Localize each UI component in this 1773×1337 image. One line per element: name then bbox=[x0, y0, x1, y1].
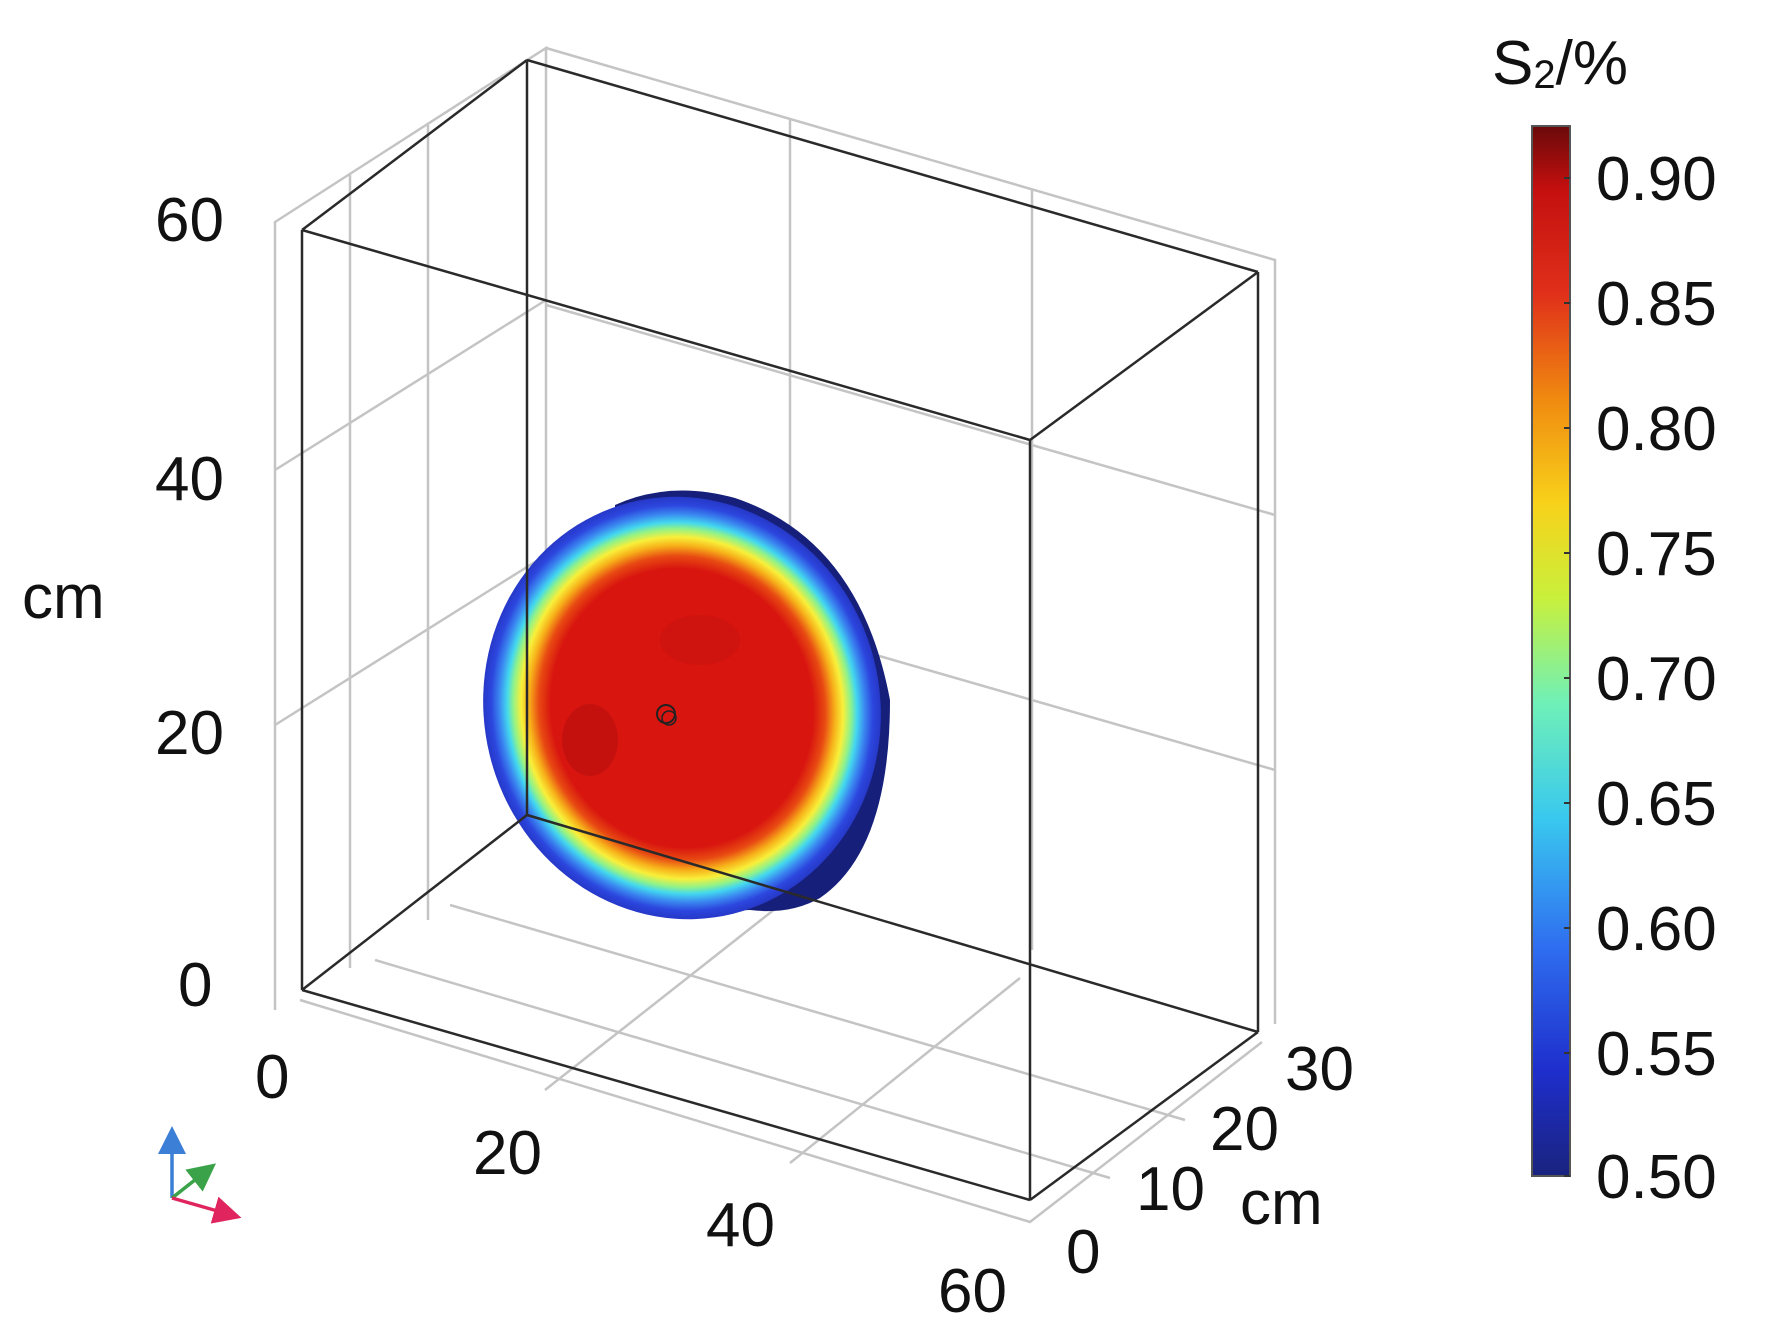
y-axis-label: cm bbox=[1240, 1169, 1323, 1238]
x-tick-label: 0 bbox=[255, 1043, 289, 1112]
colorbar-tick-label: 0.75 bbox=[1596, 520, 1717, 589]
y-tick-label: 30 bbox=[1285, 1035, 1354, 1104]
colorbar-title-unit: /% bbox=[1556, 29, 1628, 98]
y-axis: 0 10 20 30 cm bbox=[1066, 1035, 1354, 1287]
y-tick-label: 10 bbox=[1136, 1155, 1205, 1224]
colorbar-tick-label: 0.55 bbox=[1596, 1020, 1717, 1089]
colorbar-tick-label: 0.50 bbox=[1596, 1143, 1717, 1212]
y-tick-label: 20 bbox=[1210, 1095, 1279, 1164]
disk-object bbox=[483, 490, 890, 920]
colorbar-tick-label: 0.60 bbox=[1596, 895, 1717, 964]
colorbar-tick-label: 0.70 bbox=[1596, 645, 1717, 714]
triad-y-arrow bbox=[170, 1163, 216, 1200]
colorbar-tick-label: 0.80 bbox=[1596, 395, 1717, 464]
disk-face bbox=[483, 496, 881, 920]
orientation-triad bbox=[158, 1126, 242, 1224]
x-tick-label: 60 bbox=[938, 1257, 1007, 1326]
colorbar-title-main: S bbox=[1492, 29, 1533, 98]
y-tick-label: 0 bbox=[1066, 1218, 1100, 1287]
triad-x-arrow bbox=[171, 1196, 242, 1224]
colorbar: S2/% 0.90 0.85 0.80 0.75 0.70 0.65 0.60 … bbox=[1492, 29, 1717, 1212]
colorbar-bar bbox=[1531, 125, 1571, 1177]
x-axis: 0 20 40 60 bbox=[255, 1043, 1007, 1326]
colorbar-title-sub: 2 bbox=[1533, 53, 1555, 97]
z-tick-label: 0 bbox=[178, 951, 212, 1020]
z-axis-label: cm bbox=[22, 563, 105, 632]
x-tick-label: 40 bbox=[706, 1191, 775, 1260]
colorbar-tick-label: 0.90 bbox=[1596, 145, 1717, 214]
x-tick-label: 20 bbox=[473, 1119, 542, 1188]
colorbar-tick-label: 0.85 bbox=[1596, 270, 1717, 339]
z-tick-label: 40 bbox=[155, 445, 224, 514]
z-tick-label: 60 bbox=[155, 186, 224, 255]
z-tick-label: 20 bbox=[155, 699, 224, 768]
colorbar-ticks bbox=[1564, 177, 1570, 1177]
bounding-box bbox=[300, 58, 1260, 1202]
z-axis: cm 0 20 40 60 bbox=[22, 186, 224, 1020]
colorbar-tick-label: 0.65 bbox=[1596, 770, 1717, 839]
colorbar-tick-labels: 0.90 0.85 0.80 0.75 0.70 0.65 0.60 0.55 … bbox=[1596, 145, 1717, 1212]
colorbar-title: S2/% bbox=[1492, 29, 1628, 98]
